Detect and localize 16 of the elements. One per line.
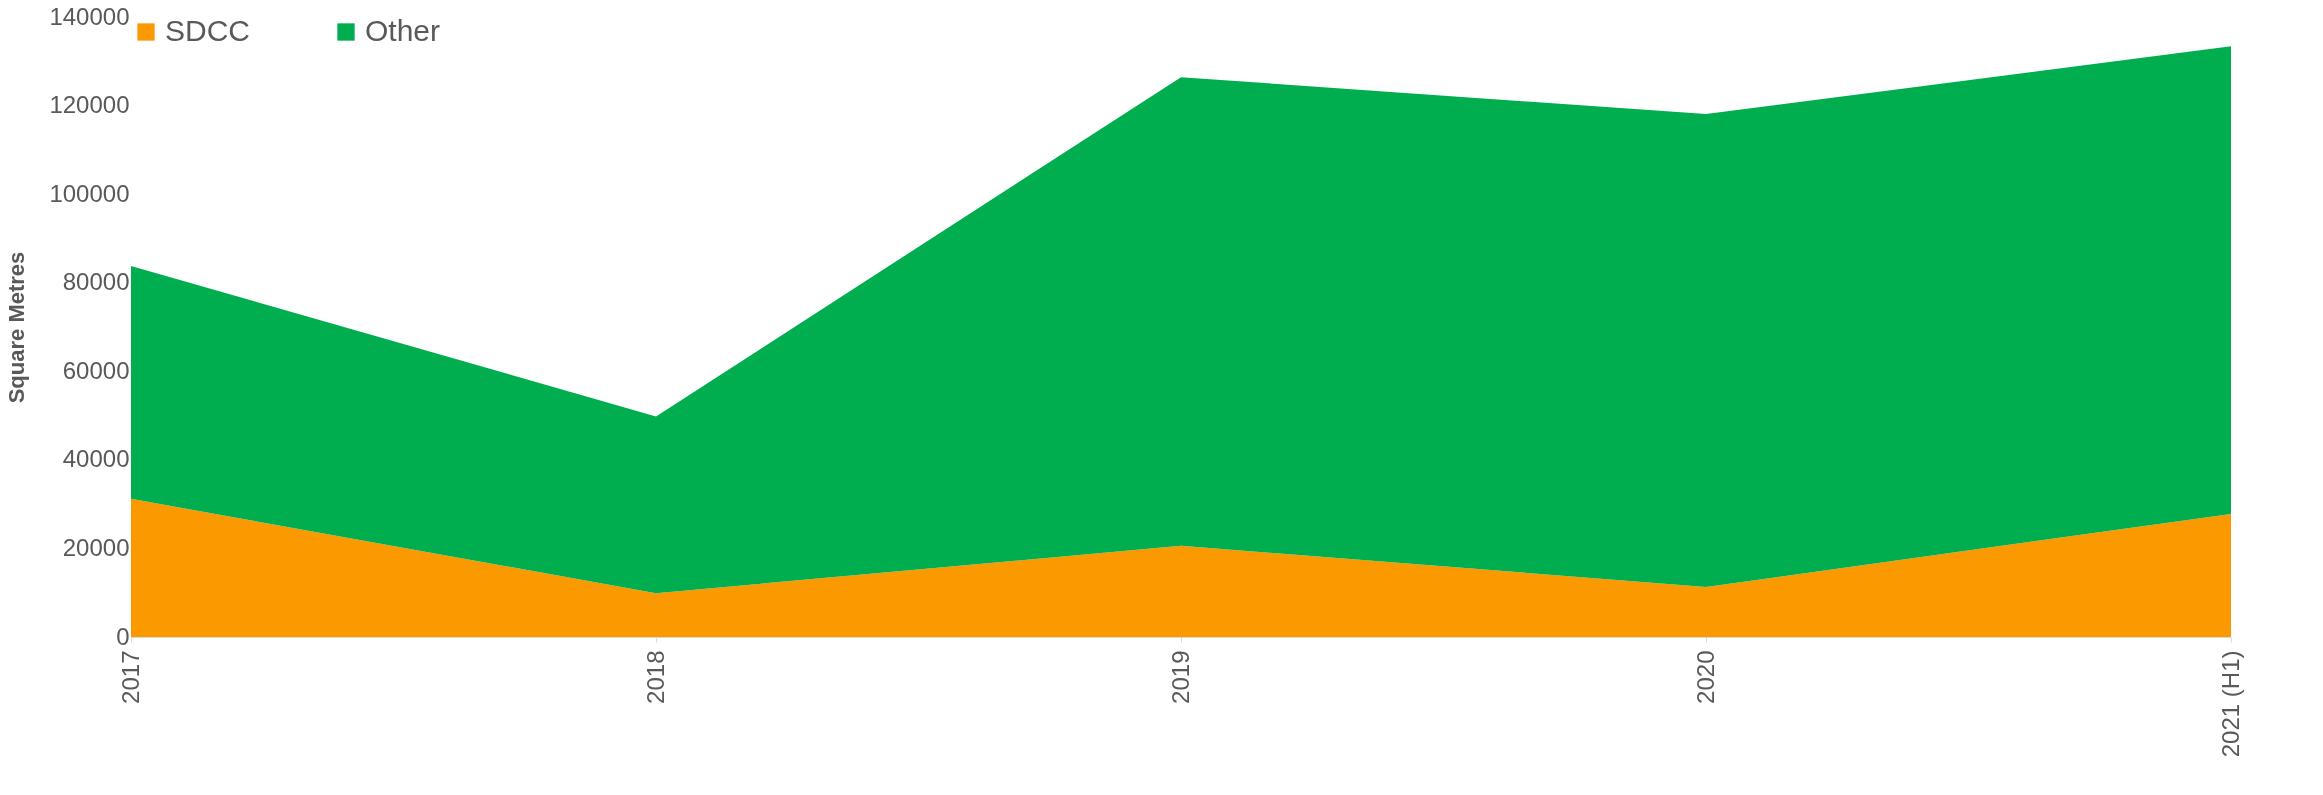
y-tick-label: 20000	[62, 533, 130, 561]
y-tick-label: 140000	[49, 2, 130, 30]
x-tick-label: 2020	[1691, 650, 1719, 704]
y-tick-label: 40000	[62, 445, 130, 473]
x-tick-label: 2019	[1166, 650, 1194, 704]
y-tick-label: 120000	[49, 91, 130, 119]
x-tick-label: 2021 (H1)	[2216, 650, 2244, 758]
legend-label: Other	[365, 14, 441, 47]
x-tick-label: 2017	[116, 650, 144, 704]
y-tick-label: 80000	[62, 268, 130, 296]
y-tick-label: 0	[116, 622, 130, 650]
y-axis-title: Square Metres	[4, 251, 30, 404]
y-tick-label: 60000	[62, 356, 130, 384]
legend-label: SDCC	[165, 14, 251, 47]
x-tick-label: 2018	[641, 650, 669, 704]
y-tick-label: 100000	[49, 179, 130, 207]
